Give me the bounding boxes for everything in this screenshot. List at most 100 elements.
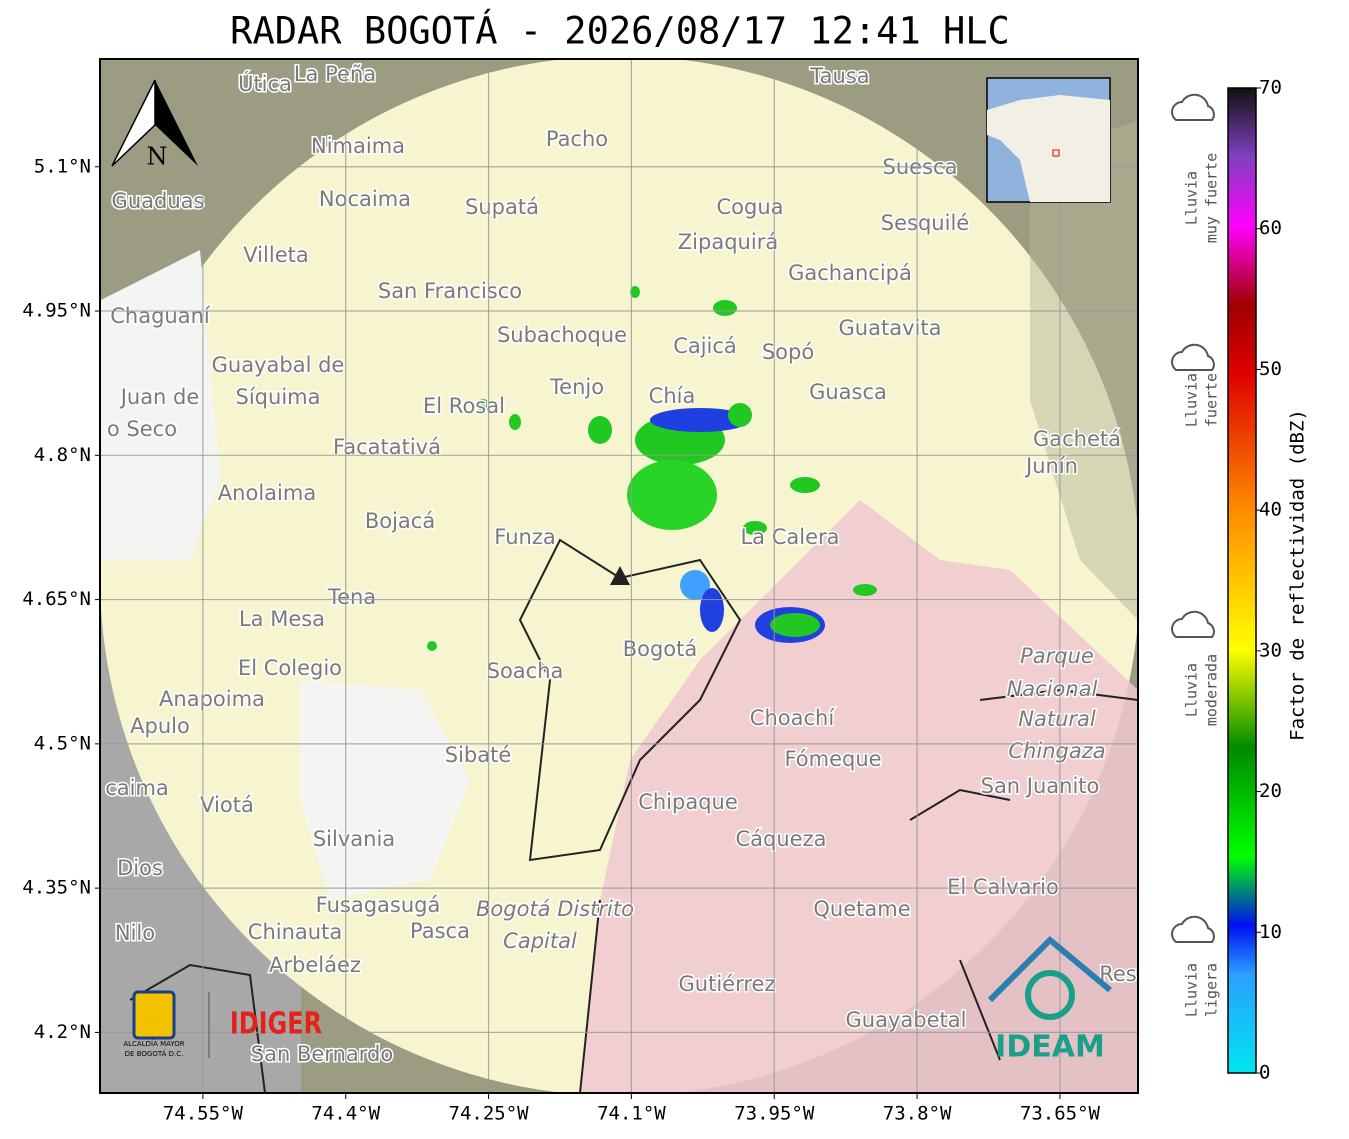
place-label: Bojacá bbox=[365, 509, 435, 533]
place-label: Subachoque bbox=[497, 323, 627, 347]
y-tick-label: 5.1°N bbox=[34, 155, 91, 177]
map-background: Útica La Peña Tausa Pacho Nimaima Guaduas Noca… bbox=[101, 60, 1138, 1093]
colorbar-tick-label: 60 bbox=[1259, 217, 1282, 239]
logo-idiger: IDIGER bbox=[230, 1007, 322, 1041]
weather-icon bbox=[1171, 343, 1215, 371]
place-label: Cáqueza bbox=[736, 827, 827, 851]
x-tick-label: 73.8°W bbox=[883, 1103, 952, 1125]
place-label: Cogua bbox=[716, 195, 783, 219]
place-label: Arbeláez bbox=[269, 953, 361, 977]
place-label: San Juanito bbox=[981, 774, 1100, 798]
place-label: Dios bbox=[117, 856, 163, 880]
legend-label: moderada bbox=[1203, 654, 1221, 726]
x-tick-label: 74.25°W bbox=[449, 1103, 530, 1125]
place-label: Sopó bbox=[762, 340, 814, 364]
place-label: Nilo bbox=[115, 921, 155, 945]
legend-label: Lluvia bbox=[1183, 963, 1201, 1017]
place-label: Juan de bbox=[119, 385, 200, 409]
place-label: Guayabal de bbox=[212, 353, 345, 377]
logo-text: ALCALDÍA MAYOR bbox=[123, 1039, 184, 1048]
colorbar bbox=[1227, 87, 1257, 1074]
weather-icon bbox=[1171, 915, 1215, 943]
place-label: Guasca bbox=[809, 380, 887, 404]
x-tick-label: 73.95°W bbox=[734, 1103, 815, 1125]
place-label: Bogotá Distrito bbox=[476, 897, 634, 921]
colorbar-tick-label: 50 bbox=[1259, 358, 1282, 380]
place-label: El Colegio bbox=[238, 656, 342, 680]
place-label: Supatá bbox=[465, 195, 539, 219]
place-label: Soacha bbox=[487, 659, 564, 683]
legend-label: muy fuerte bbox=[1203, 153, 1221, 243]
map-frame bbox=[99, 58, 1139, 1094]
legend-label: Lluvia bbox=[1183, 171, 1201, 225]
y-tick-label: 4.35°N bbox=[22, 877, 91, 899]
place-label: Nacional bbox=[1007, 677, 1098, 701]
place-label: San Bernardo bbox=[251, 1042, 393, 1066]
logo-alcaldia: ALCALDÍA MAYOR DE BOGOTÁ D.C. IDIGER bbox=[123, 990, 322, 1058]
place-label: Sibaté bbox=[445, 743, 512, 767]
place-label: Silvania bbox=[313, 827, 395, 851]
legend-label: Lluvia bbox=[1183, 663, 1201, 717]
place-label: Guatavita bbox=[839, 316, 942, 340]
place-label: Apulo bbox=[130, 714, 190, 738]
place-label: Tena bbox=[327, 585, 376, 609]
place-label: Cajicá bbox=[673, 334, 737, 358]
colorbar-tick-label: 0 bbox=[1259, 1062, 1270, 1084]
place-label: El Calvario bbox=[947, 875, 1059, 899]
place-label: Chingaza bbox=[1008, 739, 1105, 763]
place-label: Fómeque bbox=[784, 747, 881, 771]
place-label: Junín bbox=[1024, 454, 1078, 478]
place-label: Sesquilé bbox=[881, 211, 969, 235]
legend-item: Lluvia ligera bbox=[1171, 915, 1221, 1017]
y-tick-label: 4.2°N bbox=[34, 1021, 91, 1043]
radar-echoes bbox=[427, 286, 877, 651]
place-label: o Seco bbox=[107, 417, 177, 441]
x-tick-label: 74.4°W bbox=[311, 1103, 380, 1125]
place-label: Pacho bbox=[546, 127, 608, 151]
place-label: Viotá bbox=[200, 793, 254, 817]
place-label: Choachí bbox=[750, 706, 836, 730]
x-tick-label: 74.55°W bbox=[163, 1103, 244, 1125]
legend-label: ligera bbox=[1203, 963, 1221, 1017]
inset-map bbox=[986, 77, 1111, 203]
y-tick-label: 4.8°N bbox=[34, 444, 91, 466]
place-label: caima bbox=[105, 776, 169, 800]
place-label: Bogotá bbox=[623, 637, 698, 661]
place-label: Anapoima bbox=[159, 687, 265, 711]
colorbar-label: Factor de reflectividad (dBZ) bbox=[1287, 409, 1309, 741]
place-label: Nimaima bbox=[311, 134, 405, 158]
legend-label: Lluvia bbox=[1183, 373, 1201, 427]
place-label: Anolaima bbox=[218, 481, 316, 505]
place-label: Tausa bbox=[809, 64, 869, 88]
place-label: Natural bbox=[1018, 707, 1096, 731]
radar-site bbox=[610, 566, 630, 585]
place-label: Nocaima bbox=[319, 187, 411, 211]
weather-icon bbox=[1171, 93, 1215, 121]
colorbar-tick-label: 40 bbox=[1259, 499, 1282, 521]
legend-label: fuerte bbox=[1203, 373, 1221, 427]
place-label: San Francisco bbox=[378, 279, 522, 303]
place-label: La Peña bbox=[294, 62, 376, 86]
weather-icon bbox=[1171, 610, 1215, 638]
logo-text: DE BOGOTÁ D.C. bbox=[125, 1049, 184, 1058]
x-tick-label: 73.65°W bbox=[1020, 1103, 1101, 1125]
title: RADAR BOGOTÁ - 2026/08/17 12:41 HLC bbox=[230, 9, 1010, 53]
legend-item: Lluvia muy fuerte bbox=[1171, 93, 1221, 243]
y-tick-label: 4.65°N bbox=[22, 588, 91, 610]
place-label: Útica bbox=[238, 71, 292, 96]
north-arrow: N bbox=[111, 79, 198, 171]
colorbar-tick-label: 20 bbox=[1259, 780, 1282, 802]
place-label: Chaguaní bbox=[110, 304, 211, 328]
place-label: Síquima bbox=[236, 385, 321, 409]
place-label: La Mesa bbox=[239, 607, 325, 631]
legend-item: Lluvia moderada bbox=[1171, 610, 1221, 726]
colorbar-tick-label: 30 bbox=[1259, 639, 1282, 661]
place-label: El Rosal bbox=[423, 394, 505, 418]
colorbar-tick-label: 70 bbox=[1259, 77, 1282, 99]
legend-item: Lluvia fuerte bbox=[1171, 343, 1221, 427]
place-label: Chinauta bbox=[248, 920, 342, 944]
y-tick-label: 4.95°N bbox=[22, 300, 91, 322]
place-label: Gachancipá bbox=[788, 261, 912, 285]
place-label: Parque bbox=[1020, 644, 1094, 668]
place-label: Tenjo bbox=[549, 375, 604, 399]
